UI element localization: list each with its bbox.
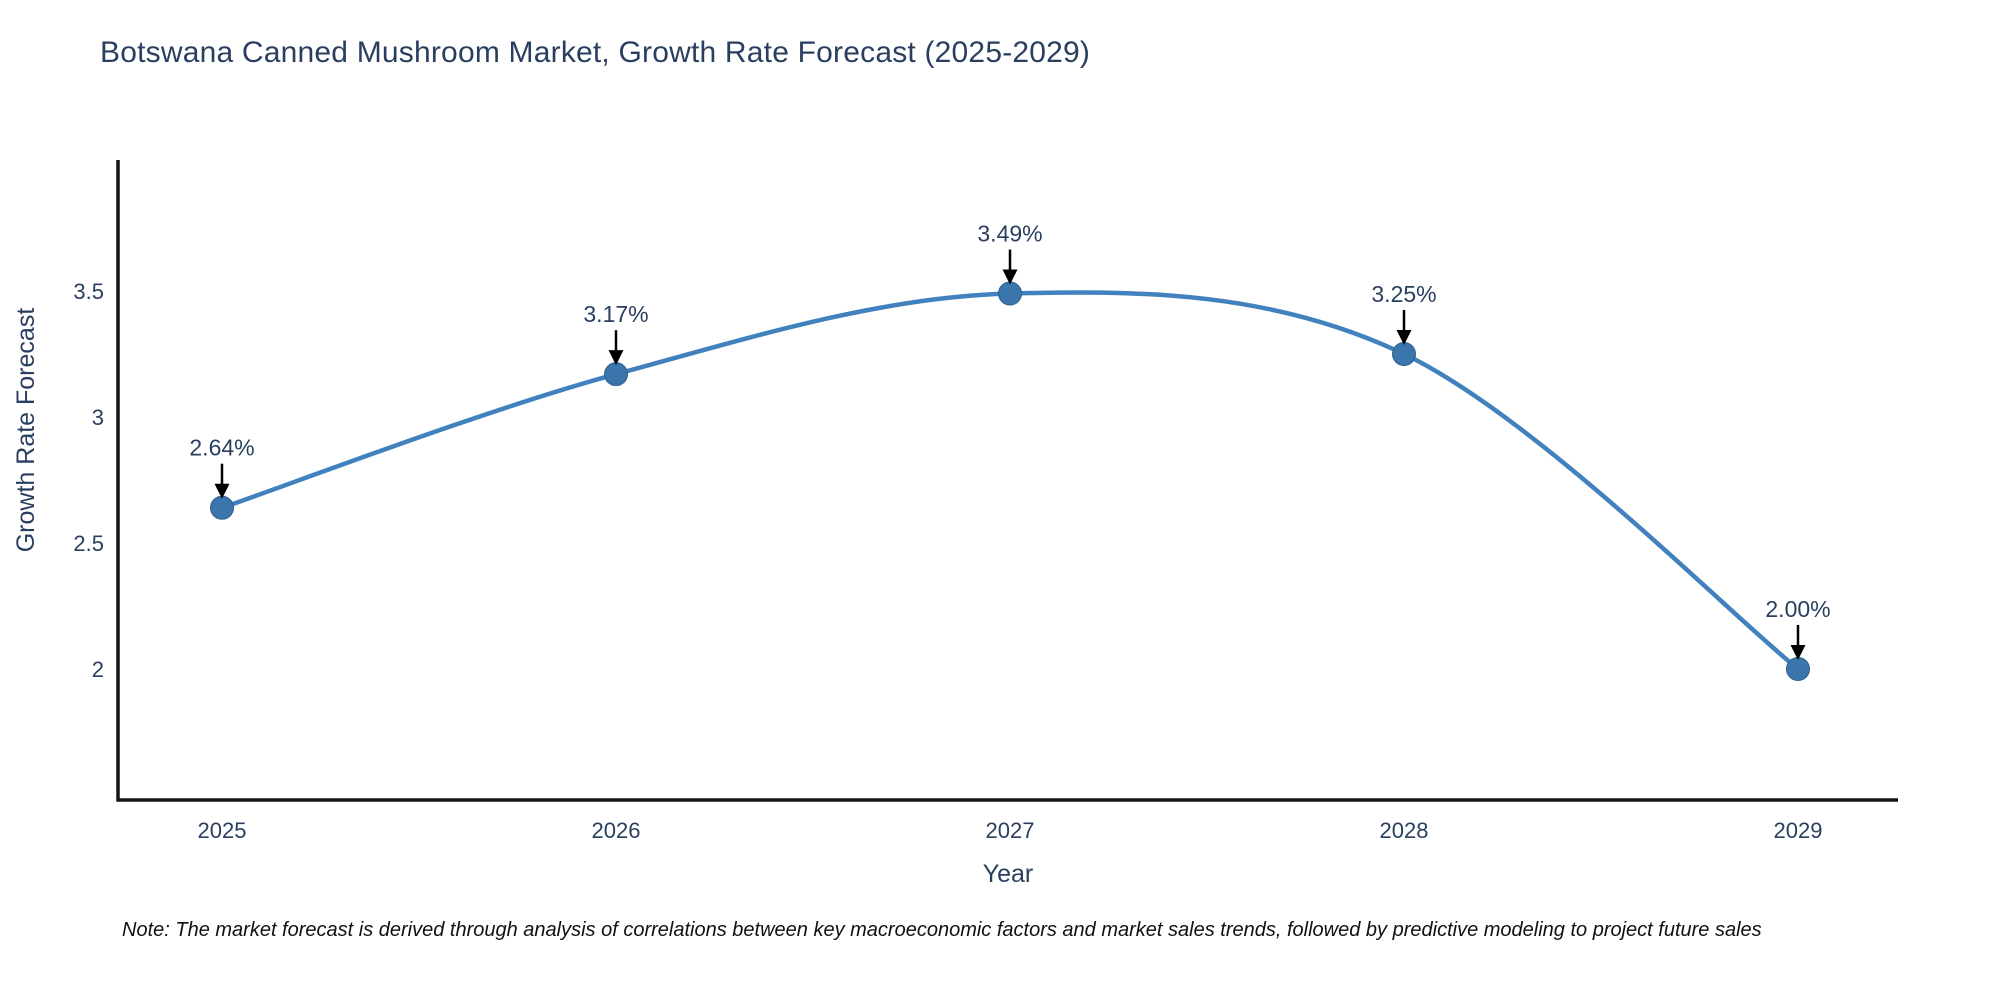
y-tick-label: 2 — [92, 657, 104, 682]
annotation-arrowhead — [1396, 330, 1412, 346]
data-point-2029[interactable] — [1786, 656, 1810, 681]
annotation-label: 3.25% — [1371, 281, 1436, 307]
x-tick-label: 2025 — [198, 818, 247, 843]
annotation-arrowhead — [1790, 644, 1806, 660]
x-tick-label: 2026 — [592, 818, 641, 843]
x-axis-title: Year — [983, 860, 1034, 888]
x-tick-label: 2027 — [986, 818, 1035, 843]
y-tick-label: 3.5 — [73, 279, 104, 304]
annotation-label: 3.49% — [977, 221, 1042, 247]
x-tick-label: 2028 — [1380, 818, 1429, 843]
annotation-label: 2.00% — [1765, 596, 1830, 622]
plot-area: 2 2.5 3 3.5 2025 2026 2027 2028 2029 2.64% 3.17% 3.… — [73, 160, 1898, 843]
y-tick-label: 2.5 — [73, 531, 104, 556]
annotation-arrowhead — [214, 483, 230, 499]
data-point-2026[interactable] — [604, 362, 628, 387]
chart-title: Botswana Canned Mushroom Market, Growth … — [100, 36, 1091, 69]
footnote: Note: The market forecast is derived thr… — [122, 919, 1762, 941]
x-tick-label: 2029 — [1774, 818, 1823, 843]
annotation-arrowhead — [1002, 269, 1018, 285]
annotation-label: 2.64% — [189, 435, 254, 461]
data-point-2027[interactable] — [998, 281, 1022, 306]
y-tick-label: 3 — [92, 405, 104, 430]
forecast-line — [219, 290, 1801, 672]
data-point-2025[interactable] — [210, 495, 234, 520]
annotation-label: 3.17% — [583, 301, 648, 327]
annotation-arrowhead — [608, 350, 624, 366]
data-point-2028[interactable] — [1392, 342, 1416, 367]
y-axis-title: Growth Rate Forecast — [12, 308, 40, 553]
